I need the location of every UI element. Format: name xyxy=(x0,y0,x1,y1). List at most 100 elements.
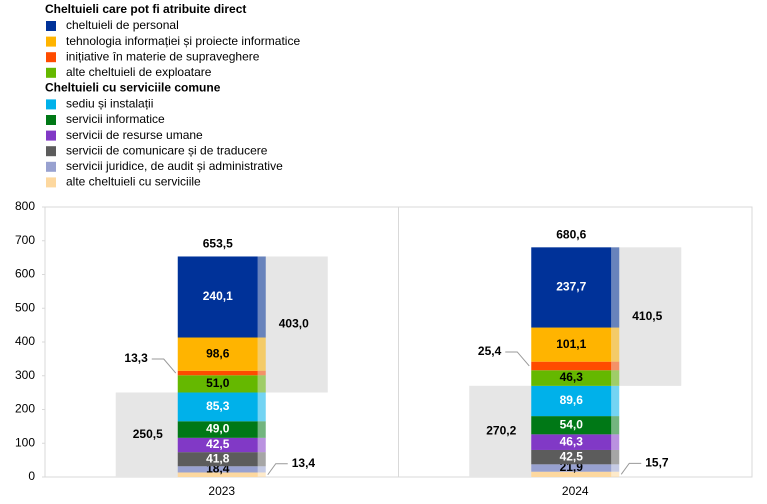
group-total-label: 270,2 xyxy=(486,424,516,438)
leader-line xyxy=(505,351,530,367)
group-total-box xyxy=(257,256,328,393)
bar-segment xyxy=(177,466,258,473)
bar-segment-strip xyxy=(611,464,620,472)
leader-line xyxy=(151,358,177,374)
legend-label: alte cheltuieli cu serviciile xyxy=(66,175,201,189)
bar-segment-strip xyxy=(611,449,620,465)
bar-segment xyxy=(531,385,612,417)
legend-label: inițiative în materie de supraveghere xyxy=(66,49,260,63)
bar-segment xyxy=(531,361,612,371)
y-tick-label: 400 xyxy=(15,334,35,348)
bar-segment xyxy=(177,337,258,371)
leader-line xyxy=(620,462,642,475)
bar-segment-strip xyxy=(257,452,266,467)
bar-segment xyxy=(177,421,258,438)
y-tick-label: 600 xyxy=(15,267,35,281)
y-tick-label: 800 xyxy=(15,199,35,213)
bar-segment xyxy=(531,464,612,472)
value-label: 42,5 xyxy=(560,449,584,463)
y-tick-label: 100 xyxy=(15,435,35,449)
value-label: 41,8 xyxy=(206,451,230,465)
bar-segment-strip xyxy=(611,434,620,450)
total-label: 680,6 xyxy=(556,227,586,241)
bar-segment-strip xyxy=(611,416,620,435)
legend-heading: Cheltuieli care pot fi atribuite direct xyxy=(45,2,246,16)
value-label: 15,7 xyxy=(645,456,669,470)
bar-segment xyxy=(177,452,258,467)
legend-label: servicii juridice, de audit și administr… xyxy=(66,159,283,173)
bar-segment-strip xyxy=(257,472,266,477)
bar-segment-strip xyxy=(257,370,266,376)
value-label: 49,0 xyxy=(206,422,230,436)
bar-segment-strip xyxy=(257,256,266,338)
value-label: 51,0 xyxy=(206,376,230,390)
value-label: 13,3 xyxy=(124,351,148,365)
bar-segment-strip xyxy=(611,385,620,417)
leader-line xyxy=(267,463,288,476)
legend-swatch xyxy=(46,177,56,188)
group-total-label: 250,5 xyxy=(133,427,163,441)
legend-swatch xyxy=(46,52,56,63)
legend-label: tehnologia informației și proiecte infor… xyxy=(66,34,300,48)
bar-segment-strip xyxy=(257,337,266,371)
bar-segment-strip xyxy=(257,392,266,422)
legend-swatch xyxy=(46,146,56,157)
bar-segment xyxy=(531,247,612,328)
x-tick-label: 2024 xyxy=(562,484,589,498)
value-label: 240,1 xyxy=(203,289,233,303)
bar-segment xyxy=(531,434,612,450)
bar-segment xyxy=(177,256,258,338)
bar-segment-strip xyxy=(257,421,266,438)
value-label: 89,6 xyxy=(560,393,584,407)
legend-label: servicii de resurse umane xyxy=(66,128,203,142)
bar-segment xyxy=(531,471,612,477)
y-tick-label: 0 xyxy=(28,469,35,483)
group-total-box xyxy=(611,247,682,386)
bar-segment-strip xyxy=(611,247,620,328)
value-label: 101,1 xyxy=(556,337,586,351)
bar-segment xyxy=(177,437,258,453)
bar-segment-strip xyxy=(611,471,620,477)
legend-label: alte cheltuieli de exploatare xyxy=(66,65,212,79)
bar-segment xyxy=(177,472,258,477)
value-label: 54,0 xyxy=(560,417,584,431)
bar-segment xyxy=(177,370,258,376)
legend-swatch xyxy=(46,67,56,78)
legend-swatch xyxy=(46,99,56,110)
bar-segment-strip xyxy=(611,361,620,371)
legend-label: servicii de comunicare și de traducere xyxy=(66,143,268,157)
legend-label: cheltuieli de personal xyxy=(66,18,179,32)
value-label: 13,4 xyxy=(292,456,316,470)
group-total-label: 410,5 xyxy=(632,309,662,323)
bar-segment-strip xyxy=(257,437,266,453)
y-tick-label: 500 xyxy=(15,300,35,314)
bar-segment xyxy=(177,392,258,422)
legend-swatch xyxy=(46,36,56,47)
bar-segment xyxy=(531,327,612,362)
legend-swatch xyxy=(46,161,56,172)
total-label: 653,5 xyxy=(203,237,233,251)
value-label: 46,3 xyxy=(560,434,584,448)
legend-label: sediu și instalații xyxy=(66,97,153,111)
legend-swatch xyxy=(46,115,56,125)
y-tick-label: 300 xyxy=(15,368,35,382)
bar-segment-strip xyxy=(611,327,620,362)
bar-segment-strip xyxy=(257,466,266,473)
value-label: 98,6 xyxy=(206,346,230,360)
value-label: 25,4 xyxy=(478,344,502,358)
legend-swatch xyxy=(46,21,56,31)
value-label: 85,3 xyxy=(206,399,230,413)
bar-segment xyxy=(177,375,258,393)
legend-label: servicii informatice xyxy=(66,112,165,126)
bar-segment xyxy=(531,449,612,465)
bar-segment xyxy=(531,370,612,386)
bar-segment-strip xyxy=(611,370,620,386)
y-tick-label: 200 xyxy=(15,402,35,416)
value-label: 42,5 xyxy=(206,437,230,451)
value-label: 46,3 xyxy=(560,370,584,384)
y-tick-label: 700 xyxy=(15,233,35,247)
legend-heading: Cheltuieli cu serviciile comune xyxy=(45,81,221,95)
bar-segment xyxy=(531,416,612,435)
value-label: 237,7 xyxy=(556,280,586,294)
